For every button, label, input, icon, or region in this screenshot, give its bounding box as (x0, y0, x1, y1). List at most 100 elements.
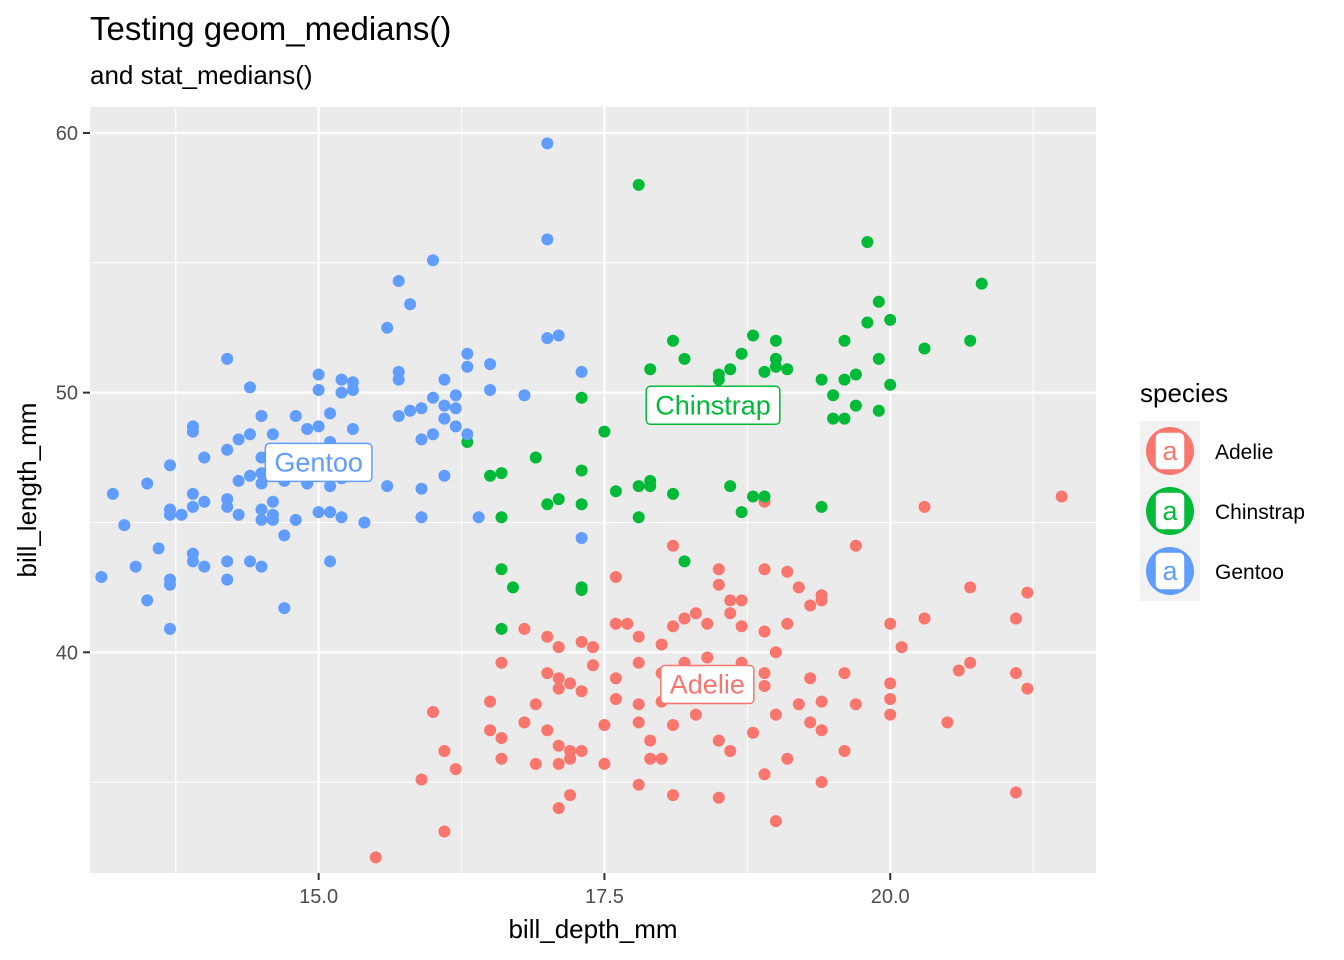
data-point-chinstrap (609, 485, 622, 498)
data-point-adelie (449, 763, 462, 776)
data-point-adelie (701, 651, 714, 664)
data-point-chinstrap (667, 334, 679, 347)
data-point-adelie (369, 851, 382, 864)
data-point-adelie (838, 667, 851, 680)
data-point-gentoo (221, 352, 234, 365)
data-point-gentoo (278, 529, 291, 542)
data-point-gentoo (141, 594, 154, 607)
data-point-adelie (438, 745, 451, 757)
data-point-chinstrap (495, 622, 508, 635)
data-point-adelie (712, 578, 725, 591)
data-point-adelie (918, 500, 931, 513)
data-point-adelie (667, 620, 679, 633)
data-point-gentoo (438, 399, 451, 412)
data-point-adelie (724, 745, 737, 757)
data-point-gentoo (484, 358, 497, 371)
data-point-gentoo (392, 275, 405, 287)
data-point-chinstrap (575, 581, 588, 594)
data-point-chinstrap (495, 467, 508, 480)
data-point-gentoo (324, 506, 337, 519)
y-axis-title: bill_length_mm (12, 403, 42, 578)
data-point-gentoo (221, 443, 234, 456)
data-point-adelie (964, 656, 977, 669)
data-point-adelie (587, 641, 599, 654)
data-point-gentoo (335, 373, 348, 386)
data-point-adelie (541, 724, 554, 737)
series-chinstrap (461, 178, 988, 635)
data-point-adelie (815, 594, 828, 607)
data-point-adelie (632, 698, 645, 711)
legend-key-glyph: a (1162, 496, 1178, 526)
data-point-adelie (552, 641, 565, 654)
data-point-gentoo (346, 423, 359, 435)
data-point-gentoo (427, 254, 439, 267)
data-point-gentoo (312, 368, 325, 381)
data-point-adelie (735, 620, 748, 633)
data-point-adelie (735, 594, 748, 607)
data-point-adelie (781, 617, 794, 630)
data-point-gentoo (392, 410, 405, 422)
data-point-adelie (632, 778, 645, 791)
data-point-gentoo (346, 384, 359, 396)
data-point-gentoo (312, 506, 325, 519)
data-point-adelie (781, 565, 794, 578)
data-point-gentoo (472, 511, 485, 524)
data-point-gentoo (141, 477, 154, 490)
data-point-adelie (849, 539, 862, 552)
data-point-adelie (644, 752, 657, 765)
data-point-gentoo (415, 482, 428, 495)
data-point-chinstrap (769, 360, 782, 373)
data-point-gentoo (198, 560, 211, 573)
data-point-adelie (415, 773, 428, 786)
data-point-gentoo (152, 542, 165, 555)
data-point-gentoo (266, 513, 279, 526)
data-point-gentoo (244, 555, 256, 568)
data-point-gentoo (438, 412, 451, 425)
x-axis-title: bill_depth_mm (508, 914, 677, 944)
data-point-chinstrap (827, 389, 840, 402)
data-point-adelie (781, 752, 794, 765)
data-point-adelie (712, 791, 725, 804)
data-point-chinstrap (975, 277, 988, 290)
data-point-adelie (541, 667, 554, 680)
data-point-adelie (815, 776, 828, 789)
data-point-gentoo (186, 487, 199, 500)
data-point-gentoo (232, 474, 245, 487)
data-point-gentoo (438, 469, 451, 482)
data-point-adelie (667, 719, 679, 731)
data-point-chinstrap (632, 511, 645, 524)
data-point-adelie (1021, 682, 1034, 695)
data-point-gentoo (449, 420, 462, 433)
data-point-chinstrap (575, 464, 588, 477)
data-point-chinstrap (758, 365, 771, 378)
data-point-adelie (667, 789, 679, 802)
data-point-adelie (552, 672, 565, 685)
major-gridlines (90, 107, 1096, 873)
data-point-gentoo (335, 511, 348, 524)
data-point-adelie (712, 563, 725, 576)
data-point-adelie (427, 706, 439, 718)
data-point-gentoo (164, 578, 176, 591)
data-point-chinstrap (918, 342, 931, 355)
data-point-chinstrap (872, 404, 885, 417)
data-point-adelie (518, 716, 531, 729)
data-point-adelie (575, 745, 588, 757)
data-point-adelie (609, 617, 622, 630)
chart-title: Testing geom_medians() (90, 10, 451, 47)
data-point-gentoo (461, 347, 474, 360)
data-point-adelie (655, 638, 668, 651)
data-point-gentoo (289, 410, 302, 422)
data-point-gentoo (244, 428, 256, 441)
data-point-chinstrap (815, 500, 828, 513)
data-point-chinstrap (884, 378, 897, 391)
axes: 15.0 17.5 20.0 40 50 60 (56, 123, 910, 908)
data-point-gentoo (415, 402, 428, 415)
data-point-gentoo (244, 381, 256, 394)
data-point-gentoo (301, 423, 314, 435)
data-point-gentoo (575, 365, 588, 378)
data-point-gentoo (541, 332, 554, 345)
data-point-adelie (484, 724, 497, 737)
data-point-adelie (438, 825, 451, 838)
data-point-gentoo (381, 321, 394, 334)
